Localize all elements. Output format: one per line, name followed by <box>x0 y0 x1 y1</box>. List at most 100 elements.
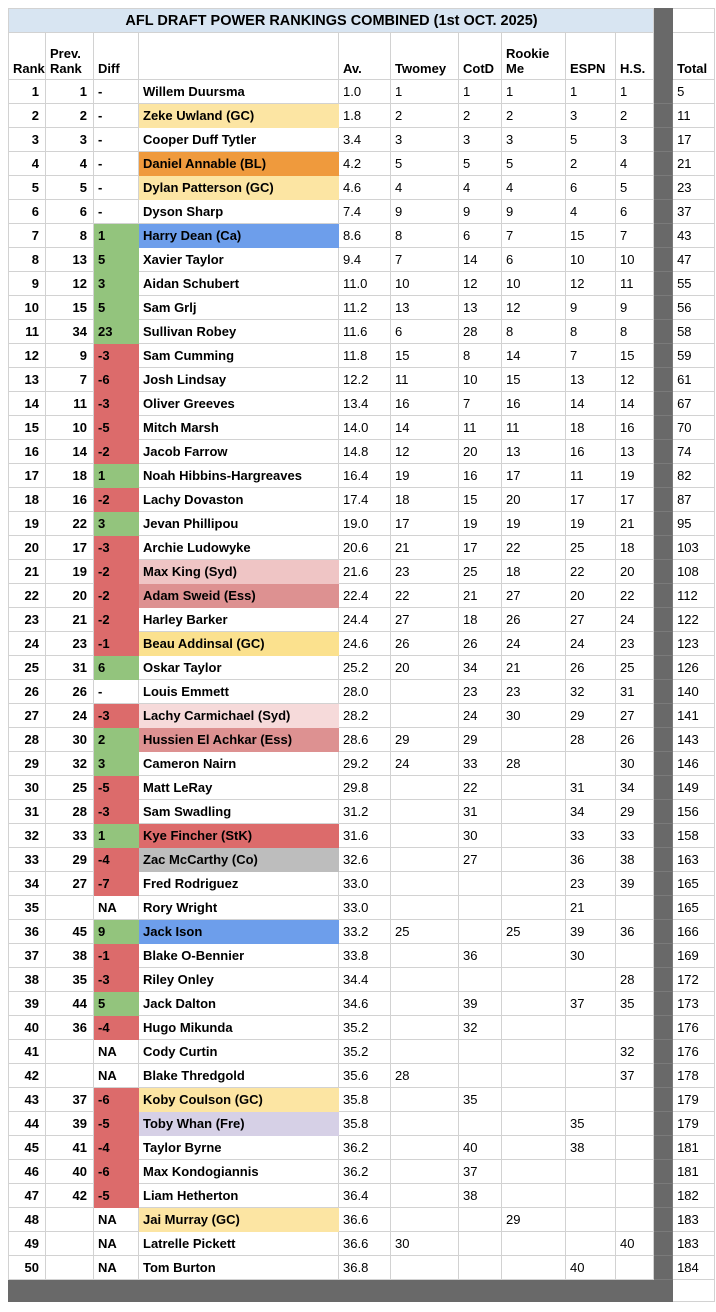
rookie-me-cell: 29 <box>501 1207 566 1232</box>
divider-column <box>653 32 674 80</box>
divider-cell <box>653 583 674 608</box>
divider-cell <box>653 487 674 512</box>
rookie-me-cell: 2 <box>501 103 566 128</box>
espn-cell: 19 <box>565 511 616 536</box>
rookie-me-cell: 30 <box>501 703 566 728</box>
hs-cell <box>614 1135 655 1160</box>
table-row: 1 1- Willem Duursma 1.0 1 1 1 1 1 5 <box>8 79 716 104</box>
total-cell: 178 <box>672 1063 716 1088</box>
prev-rank-cell: 5 <box>45 175 94 200</box>
av-cell: 34.4 <box>338 967 391 992</box>
divider-cell <box>653 223 674 248</box>
table-row: 13 7 -6 Josh Lindsay 12.2 11 10 15 13 12 61 <box>8 367 716 392</box>
av-cell: 4.2 <box>338 151 391 176</box>
hs-cell: 40 <box>614 1231 655 1256</box>
prev-rank-cell: 42 <box>45 1183 94 1208</box>
divider-cell <box>653 199 674 224</box>
cotd-cell: 17 <box>458 535 502 560</box>
column-header-diff: Diff <box>93 32 139 80</box>
cotd-cell: 39 <box>458 991 502 1016</box>
twomey-cell: 3 <box>390 127 459 152</box>
hs-cell: 32 <box>614 1039 655 1064</box>
twomey-cell: 14 <box>390 415 459 440</box>
hs-cell: 29 <box>614 799 655 824</box>
divider-cell <box>653 559 674 584</box>
twomey-cell <box>390 799 459 824</box>
twomey-cell <box>390 847 459 872</box>
rookie-me-cell: 1 <box>501 79 566 104</box>
twomey-cell: 4 <box>390 175 459 200</box>
espn-cell <box>565 967 616 992</box>
rank-cell: 2 <box>8 103 46 128</box>
rank-cell: 37 <box>8 943 46 968</box>
title-row: AFL DRAFT POWER RANKINGS COMBINED (1st O… <box>7 8 716 33</box>
prev-rank-cell: 36 <box>45 1015 94 1040</box>
diff-cell: 5 <box>93 247 139 272</box>
table-row: 30 25 -5 Matt LeRay 29.8 22 31 34 149 <box>8 775 716 800</box>
rookie-me-cell: 7 <box>501 223 566 248</box>
av-cell: 29.8 <box>338 775 391 800</box>
player-name-cell: Toby Whan (Fre) <box>138 1111 339 1136</box>
rank-cell: 48 <box>8 1207 46 1232</box>
divider-cell <box>653 511 674 536</box>
table-row: 16 14 -2 Jacob Farrow 14.8 12 20 13 16 13 74 <box>8 439 716 464</box>
diff-cell: -5 <box>93 775 139 800</box>
twomey-cell <box>390 703 459 728</box>
rookie-me-cell <box>501 895 566 920</box>
divider-cell <box>653 871 674 896</box>
twomey-cell: 25 <box>390 919 459 944</box>
total-cell: 123 <box>672 631 716 656</box>
av-cell: 12.2 <box>338 367 391 392</box>
rank-cell: 42 <box>8 1063 46 1088</box>
av-cell: 24.4 <box>338 607 391 632</box>
diff-cell: -3 <box>93 799 139 824</box>
twomey-cell: 19 <box>390 463 459 488</box>
table-row: 14 11 -3 Oliver Greeves 13.4 16 7 16 14 14 67 <box>8 391 716 416</box>
cotd-cell: 20 <box>458 439 502 464</box>
hs-cell: 30 <box>614 751 655 776</box>
player-name-cell: Jacob Farrow <box>138 439 339 464</box>
player-name-cell: Louis Emmett <box>138 679 339 704</box>
rank-cell: 13 <box>8 367 46 392</box>
rank-cell: 19 <box>8 511 46 536</box>
twomey-cell <box>390 1111 459 1136</box>
av-cell: 4.6 <box>338 175 391 200</box>
av-cell: 11.6 <box>338 319 391 344</box>
cotd-cell: 9 <box>458 199 502 224</box>
prev-rank-cell: 31 <box>45 655 94 680</box>
divider-cell <box>653 1015 674 1040</box>
diff-cell: -6 <box>93 1159 139 1184</box>
cotd-cell: 22 <box>458 775 502 800</box>
prev-rank-cell: 30 <box>45 727 94 752</box>
espn-cell: 4 <box>565 199 616 224</box>
cotd-cell: 33 <box>458 751 502 776</box>
hs-cell: 8 <box>614 319 655 344</box>
prev-rank-cell: 14 <box>45 439 94 464</box>
rank-cell: 45 <box>8 1135 46 1160</box>
twomey-cell: 29 <box>390 727 459 752</box>
av-cell: 28.0 <box>338 679 391 704</box>
divider-cell <box>653 1255 674 1280</box>
cotd-cell: 28 <box>458 319 502 344</box>
hs-cell <box>614 1207 655 1232</box>
table-row: 25 31 6 Oskar Taylor 25.2 20 34 21 26 25 126 <box>8 655 716 680</box>
diff-cell: 1 <box>93 823 139 848</box>
total-cell: 181 <box>672 1135 716 1160</box>
av-cell: 29.2 <box>338 751 391 776</box>
total-cell: 169 <box>672 943 716 968</box>
rank-cell: 1 <box>8 79 46 104</box>
cotd-cell: 6 <box>458 223 502 248</box>
prev-rank-cell: 10 <box>45 415 94 440</box>
cotd-cell <box>458 1063 502 1088</box>
prev-rank-cell: 9 <box>45 343 94 368</box>
espn-cell: 6 <box>565 175 616 200</box>
espn-cell: 10 <box>565 247 616 272</box>
hs-cell: 23 <box>614 631 655 656</box>
rank-cell: 29 <box>8 751 46 776</box>
diff-cell: 5 <box>93 991 139 1016</box>
twomey-cell: 20 <box>390 655 459 680</box>
prev-rank-cell: 41 <box>45 1135 94 1160</box>
player-name-cell: Sam Grlj <box>138 295 339 320</box>
player-name-cell: Taylor Byrne <box>138 1135 339 1160</box>
divider-cell <box>653 607 674 632</box>
